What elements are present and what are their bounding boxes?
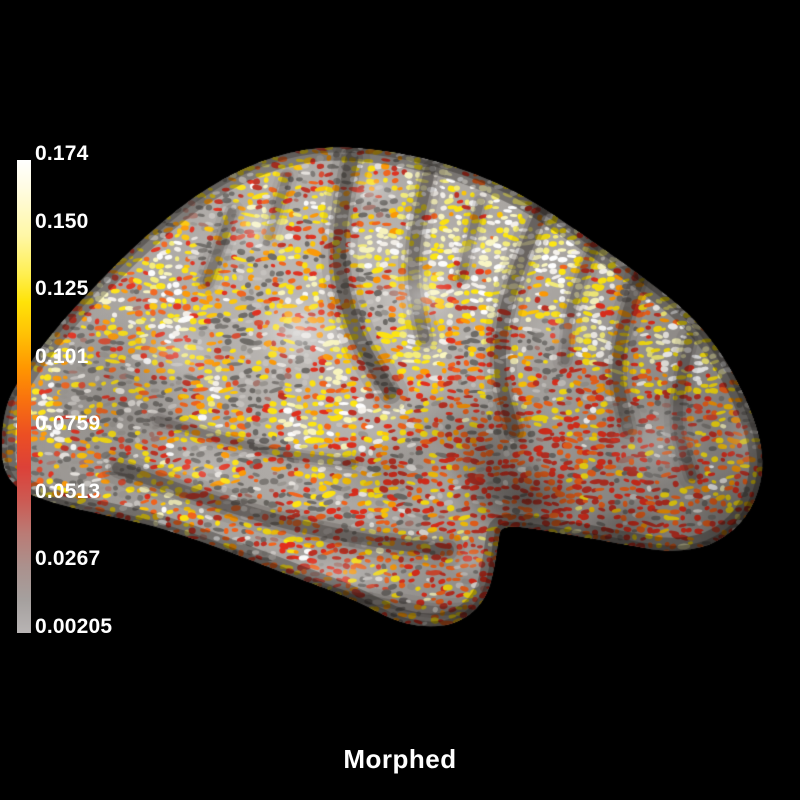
- colorbar-tick-label: 0.174: [35, 142, 89, 165]
- view-title: Morphed: [343, 744, 457, 774]
- colorbar-tick-label: 0.101: [35, 344, 89, 368]
- colorbar-tick-label: 0.0267: [35, 547, 101, 571]
- colorbar-tick-label: 0.125: [35, 277, 89, 301]
- colorbar-tick-label: 0.0759: [35, 412, 101, 436]
- colorbar-tick-label: 0.150: [35, 209, 89, 233]
- colorbar-tick-label: 0.0513: [35, 479, 101, 503]
- colorbar-tick-label: 0.00205: [35, 615, 113, 638]
- colorbar-gradient: [17, 160, 31, 633]
